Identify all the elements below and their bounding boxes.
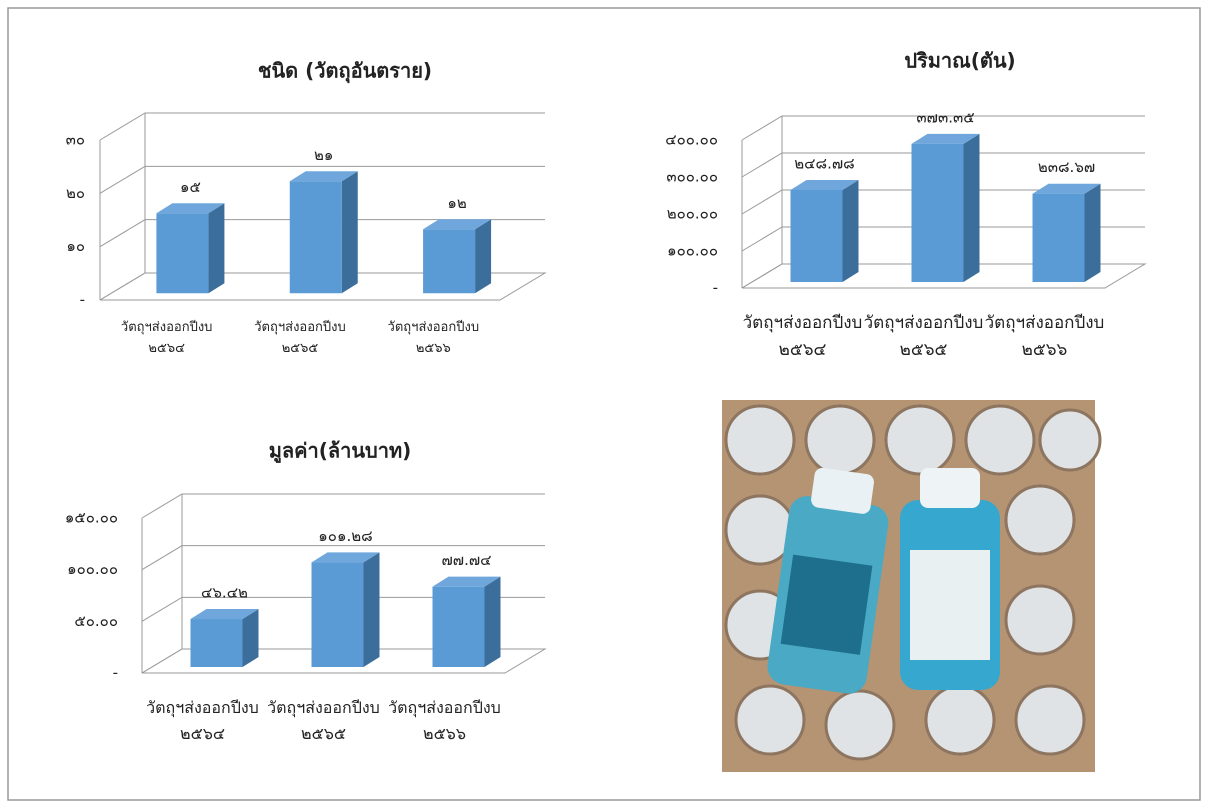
bar [156,213,209,294]
bar-top [1032,183,1101,194]
grid-line [141,493,545,519]
bar-side [842,179,859,282]
y-tick-label: ๑๐ [66,237,85,255]
bar [311,562,364,667]
chart-title: มูลค่า(ล้านบาท) [269,439,412,465]
bar [423,229,476,294]
x-tick-label: วัตถุฯส่งออกปีงบ ๒๕๖๕ [254,320,346,356]
x-tick-label: วัตถุฯส่งออกปีงบ ๒๕๖๕ [863,313,984,361]
bar-top [790,179,859,190]
x-tick-label: วัตถุฯส่งออกปีงบ ๒๕๖๔ [742,313,863,361]
grid-line [741,189,1145,215]
bar-side [363,552,380,667]
value-label: ๓๗๓.๓๕ [916,108,974,126]
grid-line [741,152,1145,178]
y-tick-label: ๒๐ [66,184,85,202]
bar-top [911,133,980,144]
y-tick-label: ๔๐๐.๐๐ [665,131,718,149]
y-tick-label: ๑๕๐.๐๐ [65,509,118,527]
grid-line [141,596,545,622]
grid-line [141,648,545,674]
y-tick-label: ๓๐ [66,131,85,149]
bar-top [190,609,259,620]
photo [722,400,1102,772]
grid-line [741,115,1145,141]
chart-title: ชนิด (วัตถุอันตราย) [258,59,432,84]
value-label: ๒๔๘.๗๘ [794,154,854,172]
y-tick-label: ๑๐๐.๐๐ [667,242,718,260]
x-tick-label: วัตถุฯส่งออกปีงบ ๒๕๖๔ [146,698,259,743]
bar-side [341,171,358,294]
y-tick-label: ๓๐๐.๐๐ [666,168,718,186]
bar-side [208,203,225,294]
y-tick-label: - [113,664,118,682]
bar [1032,193,1085,282]
grid-line [99,272,545,301]
grid-line [141,545,545,571]
value-label: ๑๐๑.๒๘ [318,527,372,545]
value-label: ๑๕ [180,178,201,196]
bar [911,143,964,282]
y-tick-label: ๒๐๐.๐๐ [667,205,718,223]
y-tick-label: ๑๐๐.๐๐ [67,560,118,578]
bar [432,586,485,667]
bar-top [156,203,225,214]
bar-top [289,171,358,182]
value-label: ๒๓๘.๖๗ [1038,158,1095,176]
bar-side [475,219,492,294]
chart-title: ปริมาณ(ตัน) [904,49,1015,73]
grid-line [99,165,545,194]
y-tick-label: ๕๐.๐๐ [74,612,118,630]
y-tick-label: - [80,291,85,309]
x-tick-label: วัตถุฯส่งออกปีงบ ๒๕๖๖ [387,320,480,356]
bar [289,181,342,294]
bar-side [963,133,980,282]
grid-line [741,263,1145,289]
grid-line [99,112,545,141]
bar [190,619,243,667]
x-tick-label: วัตถุฯส่งออกปีงบ ๒๕๖๕ [267,698,380,743]
x-tick-label: วัตถุฯส่งออกปีงบ ๒๕๖๔ [120,320,213,356]
bar-side [242,609,259,667]
bar-top [432,576,501,587]
x-tick-label: วัตถุฯส่งออกปีงบ ๒๕๖๖ [388,698,501,743]
value-label: ๒๑ [314,146,333,164]
bar-side [484,576,501,667]
grid-line [741,226,1145,252]
bar-top [423,219,492,230]
value-label: ๗๗.๗๔ [442,551,492,569]
bar [790,189,843,282]
grid-line [99,219,545,248]
value-label: ๔๖.๔๒ [201,584,248,602]
x-tick-label: วัตถุฯส่งออกปีงบ ๒๕๖๖ [984,313,1105,361]
bar-side [1084,183,1101,282]
bar-top [311,552,380,563]
value-label: ๑๒ [447,194,466,212]
y-tick-label: - [713,279,718,297]
